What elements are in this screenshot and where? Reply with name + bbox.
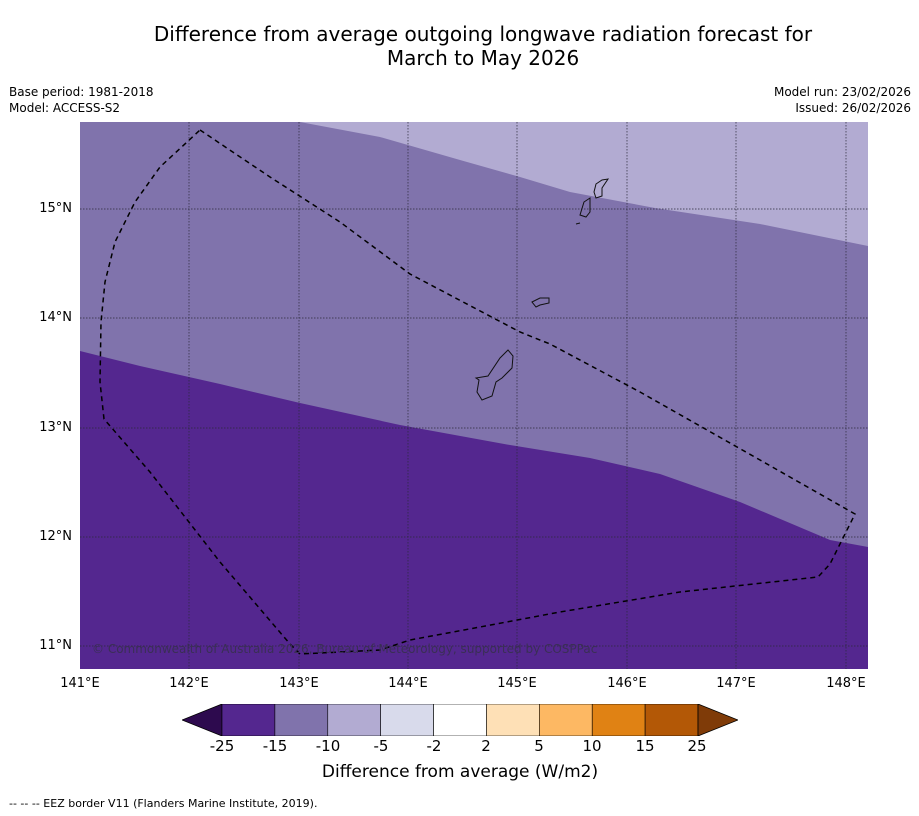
colorbar-tick: -25 [209,737,235,755]
graticule [80,122,868,669]
lon-label-143e: 143°E [279,676,319,691]
colorbar-swatch [644,704,699,736]
colorbar-swatch [433,704,487,736]
lon-label-142e: 142°E [169,676,209,691]
band-minus5-to-minus10 [300,122,868,246]
colorbar-tick: 5 [534,737,544,755]
eez-footnote: -- -- -- EEZ border V11 (Flanders Marine… [9,797,318,810]
colorbar-swatch [380,704,434,736]
lat-label-12n: 12°N [39,529,72,544]
band-minus15-to-minus25 [80,351,868,669]
colorbar-swatch [221,704,276,736]
colorbar-tick: -15 [262,737,288,755]
colorbar-tick: -5 [373,737,389,755]
lon-label-141e: 141°E [60,676,100,691]
title-line-2: March to May 2026 [386,46,580,70]
island-rota [531,297,550,308]
model-name: Model: ACCESS-S2 [9,101,121,115]
colorbar-label: Difference from average (W/m2) [321,762,599,782]
colorbar-swatch [274,704,329,736]
colorbar-tick: 10 [582,737,602,755]
lat-label-11n: 11°N [39,638,72,653]
base-period: Base period: 1981-2018 [9,85,154,99]
colorbar [182,704,738,736]
copyright-notice: © Commonwealth of Australia 2026, Bureau… [92,642,598,656]
map-panel [80,122,868,669]
islands [474,178,610,401]
colorbar-tick: 15 [635,737,655,755]
lon-label-146e: 146°E [607,676,647,691]
colorbar-tick: 2 [481,737,491,755]
lat-label-14n: 14°N [39,310,72,325]
colorbar-swatch [539,704,593,736]
colorbar-swatch [591,704,646,736]
eez-border [99,129,856,655]
colorbar-tick: -2 [426,737,442,755]
lon-label-145e: 145°E [497,676,537,691]
lat-label-13n: 13°N [39,420,72,435]
chart-title: Difference from average outgoing longwav… [0,22,919,70]
meta-left: Base period: 1981-2018 Model: ACCESS-S2 [9,84,154,116]
island-tinian [579,197,591,218]
lon-label-148e: 148°E [826,676,866,691]
issued-date: Issued: 26/02/2026 [795,101,911,115]
meta-right: Model run: 23/02/2026 Issued: 26/02/2026 [774,84,911,116]
colorbar-tick: -10 [315,737,341,755]
island-aguijan [575,222,581,225]
lat-label-15n: 15°N [39,201,72,216]
lon-label-144e: 144°E [388,676,428,691]
title-line-1: Difference from average outgoing longwav… [153,22,813,46]
island-saipan [593,178,610,199]
colorbar-extend-low [182,704,223,736]
colorbar-swatch [327,704,381,736]
colorbar-swatch [486,704,540,736]
model-run: Model run: 23/02/2026 [773,85,911,99]
lon-label-147e: 147°E [716,676,756,691]
colorbar-extend-high [697,704,738,736]
colorbar-tick: 25 [687,737,707,755]
island-guam [474,349,514,401]
